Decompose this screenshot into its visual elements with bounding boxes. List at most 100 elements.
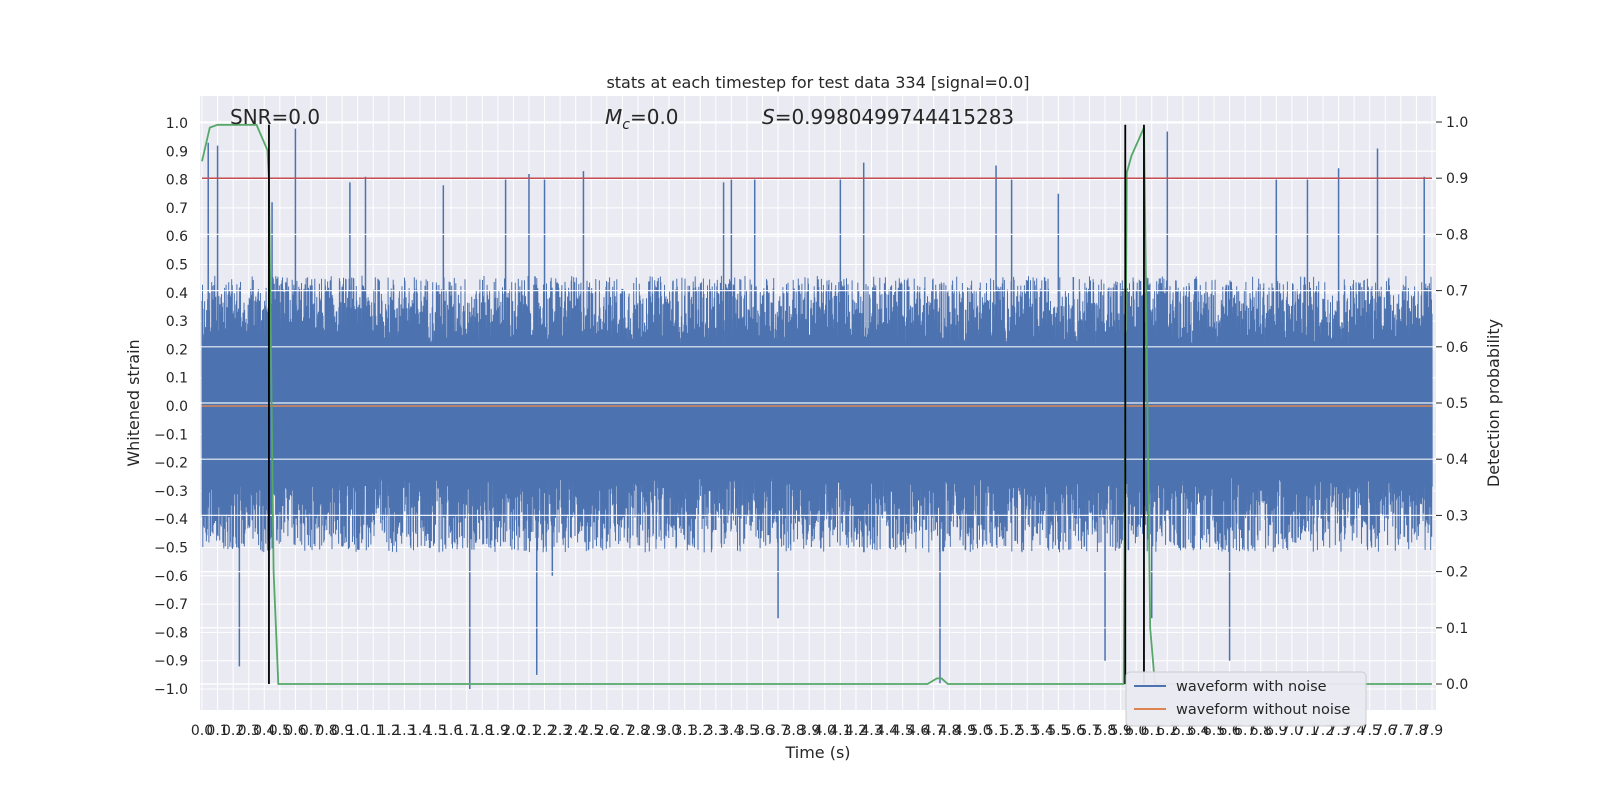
y-tick-label: −0.6: [154, 569, 188, 585]
x-axis-label: Time (s): [784, 743, 850, 762]
y-tick-label: −0.3: [154, 484, 188, 500]
y-tick-label: 0.2: [166, 342, 188, 358]
y-right-tick-label: 0.2: [1446, 565, 1468, 581]
x-tick-label: 1.5: [424, 723, 446, 739]
x-tick-label: 3.3: [705, 723, 727, 739]
x-tick-label: 1.1: [362, 723, 384, 739]
s-symbol: S: [762, 105, 775, 129]
y-tick-label: −0.8: [154, 625, 188, 641]
x-tick-label: 5.5: [1047, 723, 1069, 739]
y-axis-label: Whitened strain: [124, 339, 143, 466]
x-tick-label: 0.1: [206, 723, 228, 739]
x-tick-label: 1.0: [347, 723, 369, 739]
s-annotation: S=0.9980499744415283: [762, 105, 1014, 129]
x-tick-label: 0.5: [269, 723, 291, 739]
x-tick-label: 3.9: [798, 723, 820, 739]
y-right-tick-labels: 1.0 0.9 0.8 0.7 0.6 0.5 0.4 0.3 0.2 0.1 0.0: [1436, 115, 1468, 693]
y-tick-label: 0.3: [166, 314, 188, 330]
x-tick-label: 5.6: [1063, 723, 1085, 739]
x-tick-label: 2.4: [565, 723, 587, 739]
y-right-tick-label: 0.1: [1446, 621, 1468, 637]
legend-label-clean: waveform without noise: [1176, 702, 1350, 718]
x-tick-label: 6.8: [1250, 723, 1272, 739]
x-tick-label: 6.0: [1125, 723, 1147, 739]
x-tick-label: 7.4: [1343, 723, 1365, 739]
x-tick-label: 3.5: [736, 723, 758, 739]
mc-annotation: Mc=0.0: [605, 105, 679, 133]
y-tick-label: 0.4: [166, 286, 188, 302]
x-tick-label: 7.6: [1374, 723, 1396, 739]
y-tick-label: −0.5: [154, 541, 188, 557]
x-tick-label: 6.4: [1187, 723, 1209, 739]
x-tick-label: 6.5: [1203, 723, 1225, 739]
y-tick-label: −0.9: [154, 654, 188, 670]
mc-value: =0.0: [630, 105, 679, 129]
x-tick-label: 0.6: [284, 723, 306, 739]
y-tick-label: −0.4: [154, 512, 188, 528]
x-tick-label: 1.7: [456, 723, 478, 739]
x-tick-label: 4.0: [814, 723, 836, 739]
x-tick-label: 2.5: [580, 723, 602, 739]
x-tick-label: 7.0: [1281, 723, 1303, 739]
x-tick-label: 2.8: [627, 723, 649, 739]
x-tick-label: 2.2: [533, 723, 555, 739]
x-tick-label: 7.3: [1327, 723, 1349, 739]
x-tick-label: 4.9: [954, 723, 976, 739]
y-right-axis-label: Detection probability: [1484, 319, 1503, 487]
s-value: =0.9980499744415283: [775, 105, 1014, 129]
x-tick-label: 3.1: [674, 723, 696, 739]
x-tick-label: 0.9: [331, 723, 353, 739]
x-tick-label: 7.5: [1359, 723, 1381, 739]
x-tick-label: 3.2: [689, 723, 711, 739]
x-tick-label: 0.4: [253, 723, 275, 739]
x-tick-label: 6.1: [1141, 723, 1163, 739]
x-tick-label: 1.9: [487, 723, 509, 739]
y-right-tick-label: 0.4: [1446, 452, 1468, 468]
x-tick-label: 7.8: [1405, 723, 1427, 739]
line-series: [201, 123, 1432, 685]
x-tick-labels: 0.00.10.20.30.40.50.60.70.80.91.01.11.21…: [191, 723, 1443, 739]
x-tick-label: 5.8: [1094, 723, 1116, 739]
x-tick-label: 5.2: [1000, 723, 1022, 739]
x-tick-label: 1.8: [471, 723, 493, 739]
chart-title: stats at each timestep for test data 334…: [606, 73, 1029, 92]
x-tick-label: 6.7: [1234, 723, 1256, 739]
x-tick-label: 2.1: [518, 723, 540, 739]
y-right-tick-label: 0.7: [1446, 284, 1468, 300]
x-tick-label: 3.6: [751, 723, 773, 739]
y-tick-labels: 1.0 0.9 0.8 0.7 0.6 0.5 0.4 0.3 0.2 0.1 0.0 −0.1 −0.…: [154, 116, 188, 698]
x-tick-label: 2.0: [502, 723, 524, 739]
x-tick-label: 7.2: [1312, 723, 1334, 739]
y-tick-label: 0.9: [166, 144, 188, 160]
x-tick-label: 2.9: [642, 723, 664, 739]
vertical-markers: [268, 124, 1145, 684]
y-right-tick-label: 0.8: [1446, 227, 1468, 243]
x-tick-label: 1.3: [393, 723, 415, 739]
y-right-tick-label: 0.3: [1446, 508, 1468, 524]
x-tick-label: 5.7: [1078, 723, 1100, 739]
y-right-tick-label: 0.6: [1446, 340, 1468, 356]
x-tick-label: 7.1: [1296, 723, 1318, 739]
x-tick-label: 7.7: [1390, 723, 1412, 739]
x-tick-label: 0.7: [300, 723, 322, 739]
x-tick-label: 1.4: [409, 723, 431, 739]
x-tick-label: 4.3: [860, 723, 882, 739]
x-tick-label: 3.7: [767, 723, 789, 739]
y-right-tick-label: 0.9: [1446, 171, 1468, 187]
x-tick-label: 1.2: [378, 723, 400, 739]
x-tick-label: 4.5: [892, 723, 914, 739]
x-tick-label: 3.8: [783, 723, 805, 739]
x-tick-label: 5.9: [1109, 723, 1131, 739]
x-tick-label: 5.0: [969, 723, 991, 739]
y-right-tick-label: 0.0: [1446, 677, 1468, 693]
x-tick-label: 6.2: [1156, 723, 1178, 739]
x-tick-label: 4.7: [923, 723, 945, 739]
x-tick-label: 2.3: [549, 723, 571, 739]
x-tick-label: 4.1: [829, 723, 851, 739]
x-tick-label: 6.9: [1265, 723, 1287, 739]
x-tick-label: 4.2: [845, 723, 867, 739]
y-tick-label: 1.0: [166, 116, 188, 132]
x-tick-label: 2.7: [611, 723, 633, 739]
y-tick-label: 0.6: [166, 229, 188, 245]
